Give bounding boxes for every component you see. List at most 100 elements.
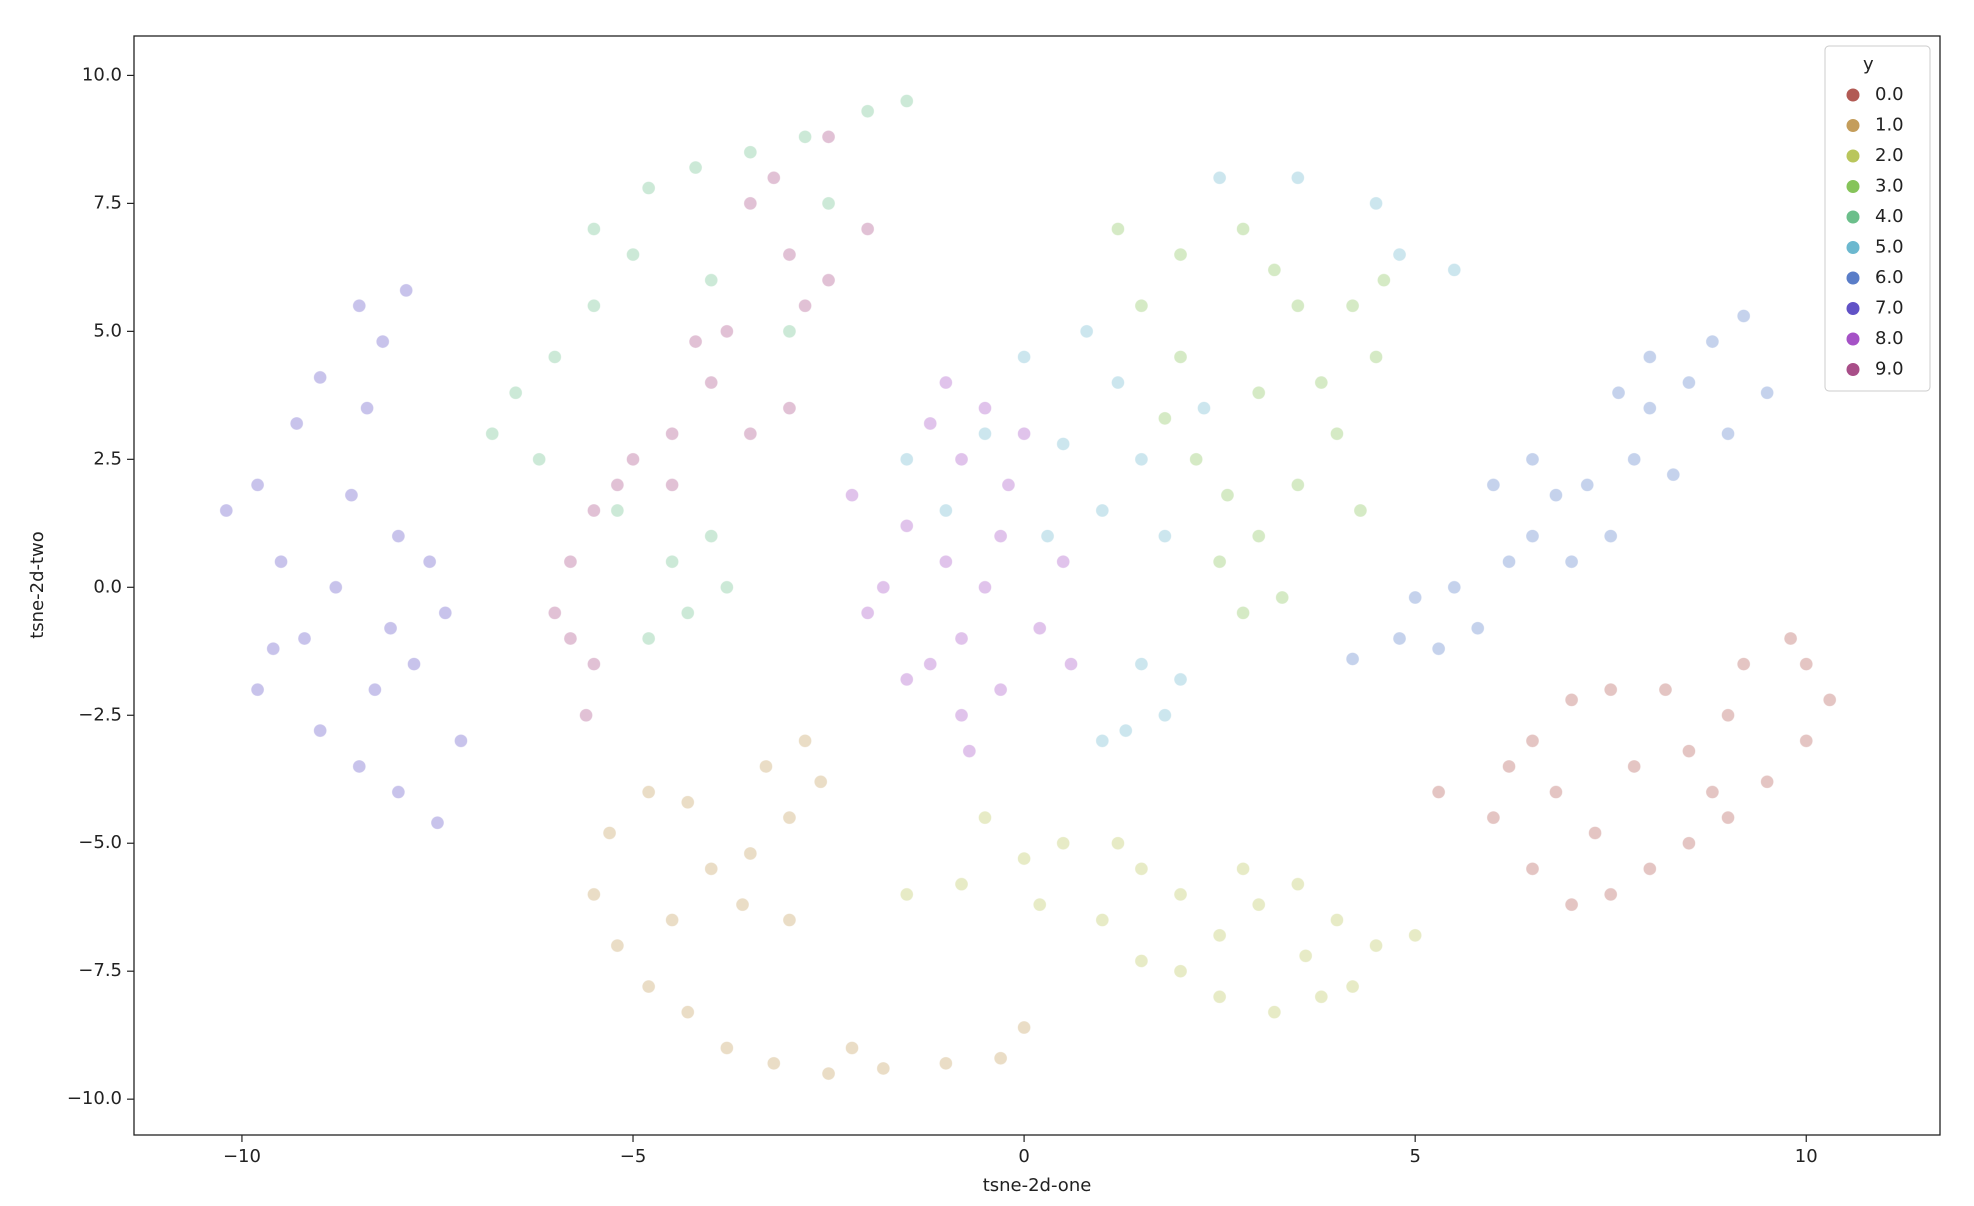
point xyxy=(923,416,938,431)
point xyxy=(680,605,695,620)
y-tick-label: 7.5 xyxy=(93,192,122,213)
point xyxy=(1157,529,1172,544)
x-tick-label: −5 xyxy=(620,1146,647,1167)
point xyxy=(821,273,836,288)
point xyxy=(508,385,523,400)
legend-label: 9.0 xyxy=(1875,359,1904,380)
point xyxy=(1642,861,1657,876)
point xyxy=(547,350,562,364)
legend-marker xyxy=(1846,119,1860,132)
point xyxy=(735,897,750,912)
point xyxy=(1275,590,1290,605)
point xyxy=(1682,744,1696,758)
plot-frame xyxy=(133,35,1941,1136)
point xyxy=(1017,1020,1031,1035)
point xyxy=(876,1061,891,1076)
y-tick-label: 2.5 xyxy=(93,448,122,469)
point xyxy=(641,181,656,195)
point xyxy=(1314,989,1329,1004)
point xyxy=(798,733,812,748)
point xyxy=(821,129,836,144)
point xyxy=(680,1005,695,1020)
point xyxy=(1666,467,1681,482)
point xyxy=(1392,631,1407,646)
point xyxy=(1564,897,1579,912)
point xyxy=(1721,426,1735,441)
point xyxy=(1502,554,1516,569)
point xyxy=(422,554,437,569)
point xyxy=(250,478,265,492)
x-tick-label: 5 xyxy=(1409,1146,1420,1167)
point xyxy=(743,846,758,861)
point xyxy=(438,605,453,620)
point xyxy=(587,887,601,902)
point xyxy=(563,554,578,569)
point xyxy=(1627,452,1642,467)
legend-marker xyxy=(1846,271,1860,285)
point xyxy=(1111,222,1125,236)
point xyxy=(1017,350,1031,364)
point xyxy=(1603,529,1618,544)
point xyxy=(1040,529,1055,544)
point xyxy=(1502,759,1516,774)
point xyxy=(1447,263,1462,277)
point xyxy=(665,426,680,441)
point xyxy=(954,708,969,723)
legend-label: 6.0 xyxy=(1875,267,1904,288)
point xyxy=(782,810,797,825)
point xyxy=(1251,385,1266,400)
point xyxy=(1095,503,1110,518)
point xyxy=(1236,605,1250,620)
legend-label: 4.0 xyxy=(1875,206,1904,227)
point xyxy=(430,815,445,830)
point xyxy=(1447,580,1462,595)
legend-marker xyxy=(1846,180,1860,193)
point xyxy=(743,196,758,211)
point xyxy=(1290,877,1305,892)
point xyxy=(1588,826,1602,840)
point xyxy=(1079,324,1094,339)
point xyxy=(1251,897,1266,912)
point xyxy=(1736,657,1751,671)
point xyxy=(587,298,601,313)
point xyxy=(665,478,680,492)
point xyxy=(688,334,703,349)
point xyxy=(766,1056,781,1071)
legend-marker xyxy=(1846,363,1860,376)
point xyxy=(587,222,601,236)
y-tick-label: −7.5 xyxy=(78,960,122,981)
point xyxy=(1760,774,1775,789)
point xyxy=(1642,401,1657,416)
point xyxy=(399,283,414,298)
point xyxy=(1095,733,1110,748)
point xyxy=(1095,913,1110,927)
point xyxy=(454,733,468,748)
point xyxy=(1408,928,1423,943)
point xyxy=(1799,733,1814,748)
point xyxy=(641,979,656,994)
y-tick-label: 0.0 xyxy=(93,576,122,597)
point xyxy=(1220,488,1235,503)
point xyxy=(1134,954,1149,968)
point xyxy=(766,170,781,185)
point xyxy=(993,529,1008,544)
point xyxy=(547,605,562,620)
point xyxy=(1682,375,1696,390)
point xyxy=(719,1041,734,1055)
point xyxy=(383,621,398,636)
point xyxy=(1408,590,1423,605)
point xyxy=(1705,334,1720,349)
legend-marker xyxy=(1846,88,1860,102)
point xyxy=(1525,861,1540,876)
point xyxy=(1032,897,1047,912)
point xyxy=(1525,452,1540,467)
point xyxy=(1369,196,1383,211)
legend-label: 5.0 xyxy=(1875,237,1904,258)
legend-marker xyxy=(1846,302,1860,315)
point xyxy=(665,913,680,927)
point xyxy=(360,401,374,416)
point xyxy=(899,452,914,467)
point xyxy=(1290,478,1305,492)
point xyxy=(1627,759,1642,774)
point xyxy=(563,631,578,646)
